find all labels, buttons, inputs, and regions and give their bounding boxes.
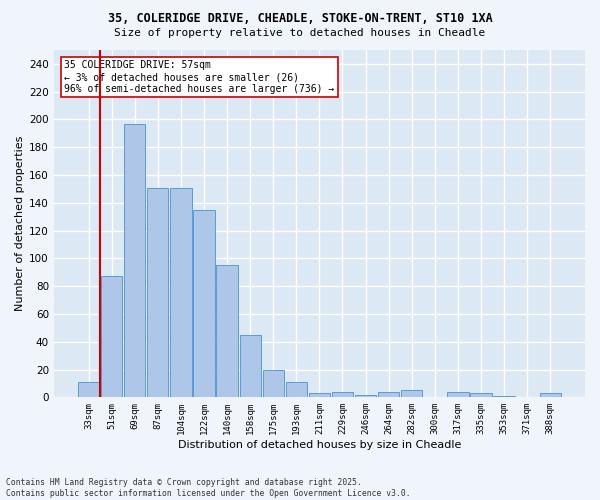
Bar	[447, 392, 469, 398]
Bar	[309, 393, 330, 398]
Bar	[378, 392, 399, 398]
Bar	[147, 188, 169, 398]
Y-axis label: Number of detached properties: Number of detached properties	[15, 136, 25, 312]
Bar	[217, 266, 238, 398]
X-axis label: Distribution of detached houses by size in Cheadle: Distribution of detached houses by size …	[178, 440, 461, 450]
Text: Size of property relative to detached houses in Cheadle: Size of property relative to detached ho…	[115, 28, 485, 38]
Bar	[170, 188, 191, 398]
Bar	[332, 392, 353, 398]
Bar	[263, 370, 284, 398]
Bar	[101, 276, 122, 398]
Bar	[239, 335, 261, 398]
Bar	[401, 390, 422, 398]
Bar	[78, 382, 99, 398]
Bar	[286, 382, 307, 398]
Bar	[470, 393, 491, 398]
Bar	[124, 124, 145, 398]
Bar	[493, 396, 515, 398]
Text: Contains HM Land Registry data © Crown copyright and database right 2025.
Contai: Contains HM Land Registry data © Crown c…	[6, 478, 410, 498]
Bar	[193, 210, 215, 398]
Text: 35 COLERIDGE DRIVE: 57sqm
← 3% of detached houses are smaller (26)
96% of semi-d: 35 COLERIDGE DRIVE: 57sqm ← 3% of detach…	[64, 60, 335, 94]
Bar	[539, 393, 561, 398]
Bar	[355, 394, 376, 398]
Text: 35, COLERIDGE DRIVE, CHEADLE, STOKE-ON-TRENT, ST10 1XA: 35, COLERIDGE DRIVE, CHEADLE, STOKE-ON-T…	[107, 12, 493, 26]
